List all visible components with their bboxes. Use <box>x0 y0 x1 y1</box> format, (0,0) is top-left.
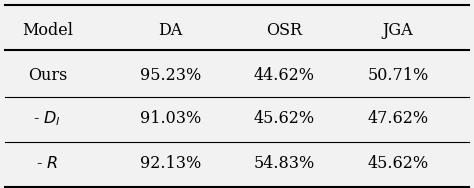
Text: JGA: JGA <box>383 22 413 39</box>
Text: - $R$: - $R$ <box>36 155 58 172</box>
Text: 54.83%: 54.83% <box>254 155 315 172</box>
Text: OSR: OSR <box>266 22 302 39</box>
Text: - $D_l$: - $D_l$ <box>34 109 61 128</box>
Text: 95.23%: 95.23% <box>140 67 201 84</box>
Text: 47.62%: 47.62% <box>368 110 428 127</box>
Text: 92.13%: 92.13% <box>140 155 201 172</box>
Text: Ours: Ours <box>27 67 67 84</box>
Text: Model: Model <box>22 22 73 39</box>
Text: 45.62%: 45.62% <box>368 155 428 172</box>
Text: 91.03%: 91.03% <box>140 110 201 127</box>
Text: 50.71%: 50.71% <box>367 67 429 84</box>
Text: DA: DA <box>158 22 183 39</box>
Text: 45.62%: 45.62% <box>254 110 315 127</box>
Text: 44.62%: 44.62% <box>254 67 315 84</box>
